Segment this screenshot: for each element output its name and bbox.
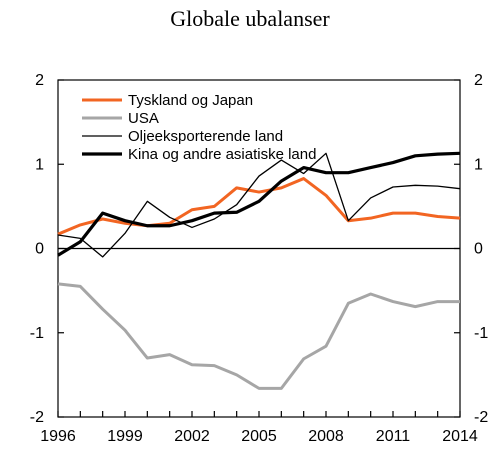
- series-line-2: [57, 282, 460, 390]
- y-tick-label-right: 0: [474, 241, 483, 258]
- y-tick-label-right: -1: [474, 325, 488, 342]
- y-tick-label-right: 2: [474, 72, 483, 89]
- x-tick-label: 1996: [40, 428, 76, 445]
- legend-label: Oljeeksporterende land: [128, 128, 283, 145]
- y-tick-label-left: 0: [35, 241, 44, 258]
- x-tick-label: 2011: [376, 428, 411, 445]
- series-line-4: [57, 151, 461, 257]
- series-line-1: [57, 177, 461, 236]
- y-tick-label-left: 2: [35, 72, 44, 89]
- y-tick-label-left: -2: [30, 409, 44, 426]
- y-tick-label-right: 1: [474, 156, 483, 173]
- y-tick-label-left: -1: [30, 325, 44, 342]
- x-tick-label: 2014: [442, 428, 478, 445]
- x-tick-label: 2002: [174, 428, 210, 445]
- legend-label: Tyskland og Japan: [128, 92, 253, 109]
- y-tick-label-left: 1: [35, 156, 44, 173]
- series-line-3: [57, 152, 461, 258]
- x-tick-label: 1999: [107, 428, 143, 445]
- legend-label: Kina og andre asiatiske land: [128, 146, 316, 163]
- x-tick-label: 2005: [241, 428, 277, 445]
- y-tick-label-right: -2: [474, 409, 488, 426]
- legend-label: USA: [128, 110, 159, 127]
- chart-title: Globale ubalanser: [170, 6, 330, 31]
- x-tick-label: 2008: [308, 428, 344, 445]
